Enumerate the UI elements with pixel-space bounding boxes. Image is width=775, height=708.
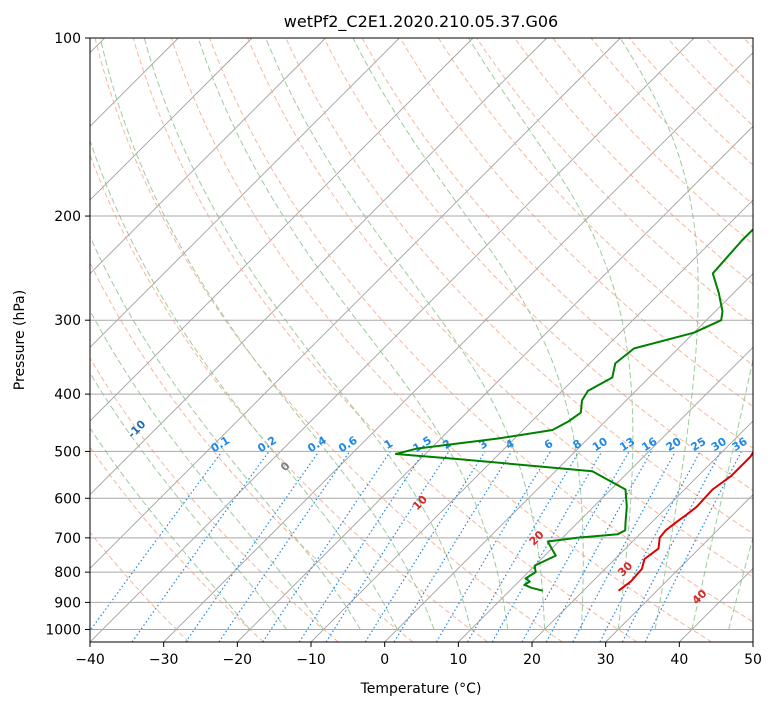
y-tick-label: 800 <box>54 565 81 581</box>
isotherm-line <box>237 125 753 642</box>
y-tick-label: 700 <box>54 531 81 547</box>
y-tick-label: 1000 <box>45 622 81 638</box>
y-axis-title: Pressure (hPa) <box>12 290 28 390</box>
x-axis-ticks: −40 −30 −20 −10 0 10 20 30 40 50 <box>75 642 762 668</box>
moist-adiabat-line <box>265 38 545 630</box>
moist-adiabat-line <box>352 38 584 630</box>
dry-adiabat-line <box>90 531 190 642</box>
x-tick-label: −20 <box>223 652 253 668</box>
y-tick-label: 200 <box>54 209 81 225</box>
x-tick-label: 0 <box>380 652 389 668</box>
mixing-ratio-line <box>435 451 552 642</box>
dry-adiabat-line <box>552 38 753 245</box>
y-tick-label: 900 <box>54 595 81 611</box>
moist-adiabat-lines <box>90 38 753 630</box>
mixing-ratio-lines <box>90 451 743 642</box>
isotherm-line <box>90 38 695 642</box>
pressure-grid-lines <box>90 215 753 630</box>
isotherm-line <box>458 346 753 642</box>
x-tick-label: 50 <box>744 652 762 668</box>
temperature-profile-line <box>617 450 753 592</box>
mixing-ratio-line <box>545 451 652 642</box>
x-tick-label: 10 <box>449 652 467 668</box>
plot-frame <box>89 37 754 643</box>
dry-adiabat-line <box>247 38 753 578</box>
x-tick-label: −10 <box>296 652 326 668</box>
dry-adiabat-line <box>90 261 414 642</box>
x-tick-label: −30 <box>149 652 179 668</box>
chart-title: wetPf2_C2E1.2020.210.05.37.G06 <box>284 12 558 32</box>
y-tick-label: 500 <box>54 444 81 460</box>
dry-adiabat-line <box>170 38 712 642</box>
moist-adiabat-line <box>691 356 753 630</box>
dry-adiabat-line <box>90 357 339 642</box>
dewpoint-profile-line <box>394 227 753 592</box>
dry-adiabat-line <box>476 38 753 326</box>
x-axis-title: Temperature (°C) <box>360 681 482 697</box>
y-tick-label: 400 <box>54 387 81 403</box>
isotherm-line <box>90 38 326 275</box>
moist-adiabat-line <box>468 38 634 630</box>
y-tick-label: 100 <box>54 31 81 47</box>
isotherm-line <box>605 494 753 642</box>
mixing-ratio-line <box>364 451 486 642</box>
moist-adiabat-line <box>90 235 361 630</box>
y-tick-label: 300 <box>54 313 81 329</box>
dry-adiabat-line <box>323 38 753 492</box>
mixing-ratio-line <box>393 451 513 642</box>
dry-adiabat-lines <box>90 38 753 642</box>
y-tick-label: 600 <box>54 491 81 507</box>
isotherm-line <box>90 38 621 569</box>
moist-adiabat-line <box>90 427 251 630</box>
moist-adiabat-line <box>619 38 699 630</box>
x-tick-label: 20 <box>523 652 541 668</box>
x-tick-label: 30 <box>597 652 615 668</box>
dry-adiabat-line <box>132 38 638 642</box>
mixing-ratio-line <box>491 451 603 642</box>
dry-adiabat-line <box>590 38 753 206</box>
isotherm-line <box>384 273 753 642</box>
y-axis-ticks: 100 200 300 400 500 600 700 800 900 1000 <box>45 31 90 638</box>
mixing-ratio-line <box>90 451 223 632</box>
mixing-ratio-line <box>325 451 450 642</box>
dry-adiabat-line <box>94 38 563 642</box>
moist-adiabat-line <box>90 372 288 630</box>
dry-adiabat-line <box>90 153 488 642</box>
isotherm-line <box>531 420 753 642</box>
isotherm-line <box>90 38 547 496</box>
mixing-ratio-line <box>218 451 351 642</box>
moist-adiabat-line <box>99 38 435 630</box>
x-tick-label: −40 <box>75 652 105 668</box>
sounding-profiles <box>394 227 753 592</box>
isotherm-line <box>90 38 253 201</box>
dry-adiabat-line <box>209 38 753 623</box>
isotherm-line <box>163 52 753 642</box>
dry-adiabat-line <box>437 38 753 366</box>
isotherm-line <box>90 38 474 422</box>
moist-adiabat-line <box>197 38 509 630</box>
mixing-ratio-line <box>521 451 630 642</box>
mixing-ratio-line <box>466 451 580 642</box>
moist-adiabat-line <box>90 139 398 630</box>
dry-adiabat-line <box>285 38 753 535</box>
mixing-ratio-line <box>572 451 677 642</box>
mixing-ratio-line <box>131 451 270 642</box>
dry-adiabat-line <box>361 38 753 449</box>
x-tick-label: 40 <box>670 652 688 668</box>
isotherm-line <box>90 38 400 348</box>
